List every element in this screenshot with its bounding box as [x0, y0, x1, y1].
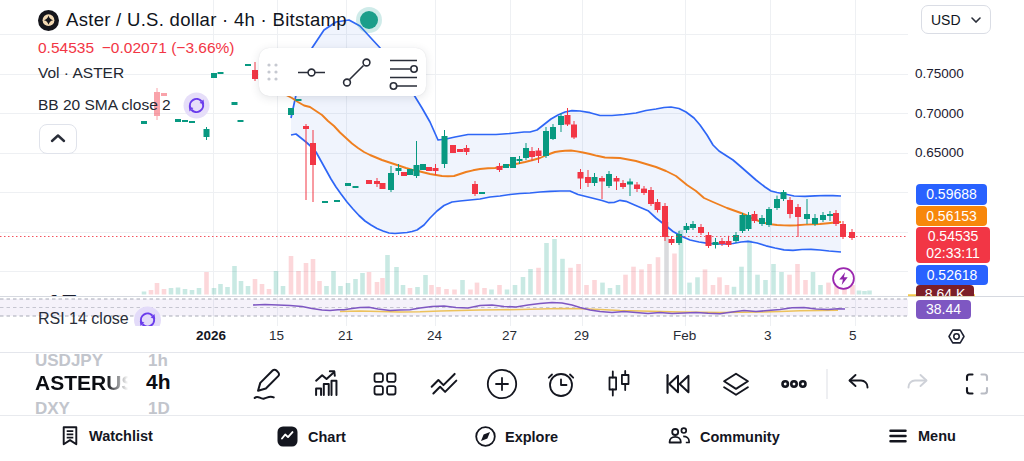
svg-text:RSI 14 close: RSI 14 close: [38, 310, 129, 327]
